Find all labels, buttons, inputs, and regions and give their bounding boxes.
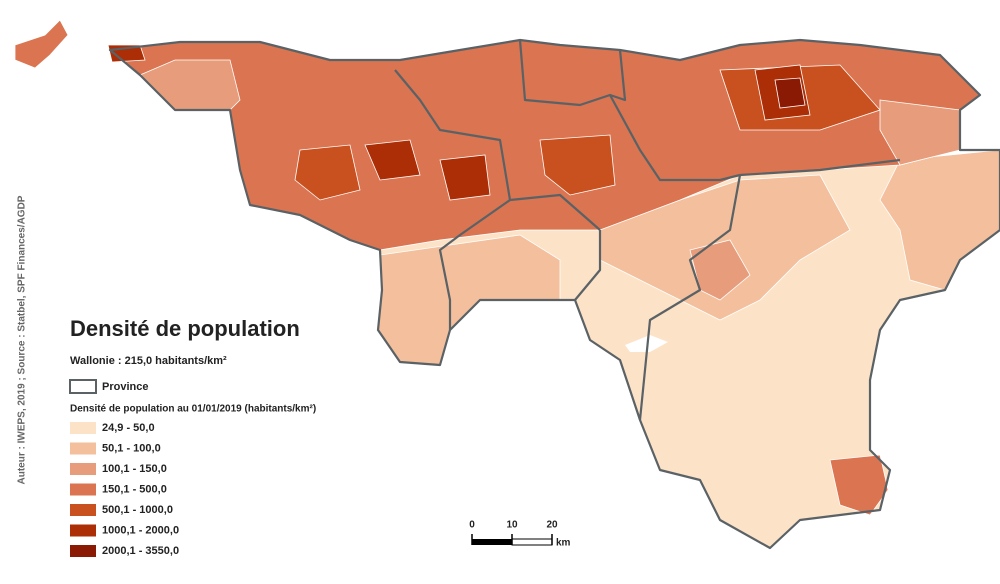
legend-label: 50,1 - 100,0 — [102, 442, 161, 454]
legend-label: 24,9 - 50,0 — [102, 422, 155, 434]
map — [14, 19, 1000, 550]
province-border — [638, 174, 742, 421]
province-border — [609, 49, 627, 102]
map-title: Densité de population — [70, 316, 300, 341]
legend-label: Province — [102, 381, 148, 393]
region — [294, 144, 361, 201]
province-swatch — [69, 379, 97, 394]
credit: Auteur : IWEPS, 2019 ; Source : Statbel,… — [17, 195, 28, 484]
scale-label: 10 — [506, 520, 518, 531]
legend-label: 1000,1 - 2000,0 — [102, 524, 179, 536]
legend-label: 150,1 - 500,0 — [102, 483, 167, 495]
scale-bar: 0 10 20 km — [469, 520, 570, 549]
legend-swatch — [70, 483, 96, 496]
lake — [625, 335, 668, 352]
scale-segment — [511, 538, 553, 546]
region — [879, 99, 961, 166]
region — [539, 134, 616, 196]
legend: 24,9 - 50,0 50,1 - 100,0 100,1 - 150,0 150,… — [70, 422, 179, 557]
region-outline — [108, 38, 1000, 550]
region — [774, 77, 806, 109]
legend-label: 500,1 - 1000,0 — [102, 504, 173, 516]
scale-unit: km — [556, 538, 571, 549]
legend-swatch — [70, 524, 96, 537]
region — [364, 139, 421, 181]
legend-swatch — [70, 463, 96, 475]
province-border — [518, 39, 741, 182]
legend-swatch — [70, 422, 96, 434]
subtitle: Wallonie : 215,0 habitants/km² — [70, 355, 227, 367]
legend-label: 100,1 - 150,0 — [102, 463, 167, 475]
legend-label: 2000,1 - 3550,0 — [102, 545, 179, 557]
scale-label: 0 — [469, 520, 475, 531]
legend-title: Densité de population au 01/01/2019 (hab… — [70, 404, 316, 415]
legend-swatch — [70, 545, 96, 557]
province-border — [739, 158, 901, 177]
region — [829, 454, 889, 516]
province-border — [509, 193, 601, 231]
legend-swatch — [70, 504, 96, 516]
legend-swatch — [70, 442, 96, 455]
region — [14, 19, 69, 69]
region — [439, 154, 491, 201]
scale-segment — [472, 539, 512, 545]
scale-label: 20 — [546, 520, 558, 531]
province-border — [574, 230, 602, 301]
